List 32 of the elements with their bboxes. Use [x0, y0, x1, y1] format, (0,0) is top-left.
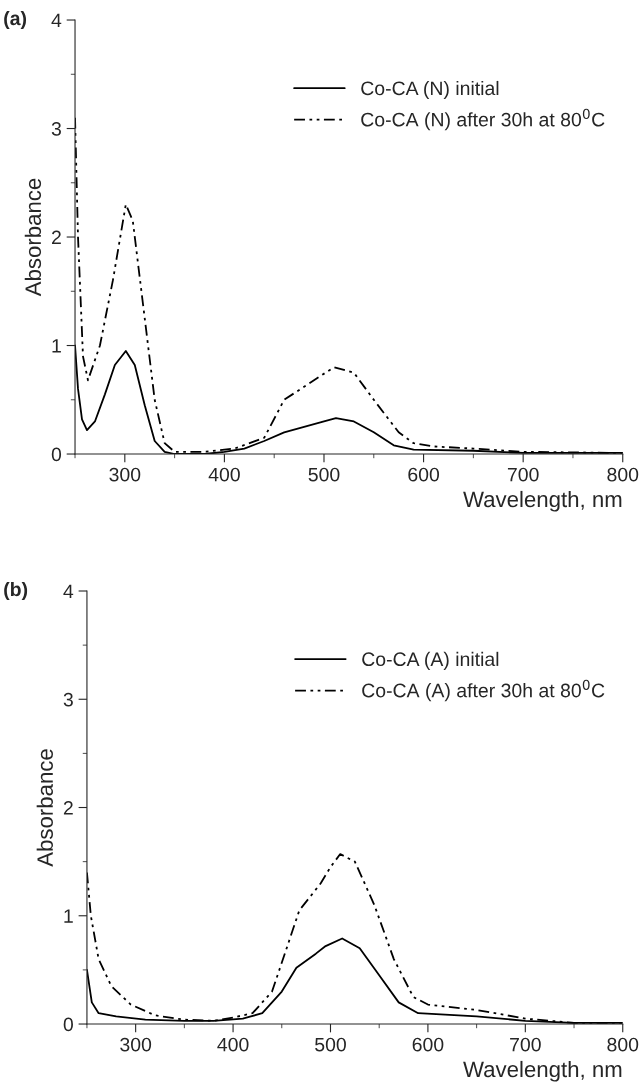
y-axis-title: Absorbance — [36, 749, 53, 867]
y-tick-label: 3 — [51, 121, 61, 136]
x-tick-label: 700 — [510, 1037, 541, 1052]
x-tick-label: 300 — [109, 467, 141, 482]
x-axis-title: Wavelength, nm — [463, 1060, 622, 1082]
y-tick-label: 4 — [51, 13, 62, 28]
y-tick-label: 2 — [63, 800, 73, 815]
y-tick-label: 4 — [63, 584, 74, 599]
x-tick-label: 500 — [308, 467, 340, 482]
x-tick-label: 600 — [412, 1037, 444, 1052]
x-tick-label: 400 — [208, 467, 240, 482]
y-tick-label: 1 — [52, 339, 61, 353]
y-tick-label: 2 — [52, 230, 61, 245]
y-tick-label: 3 — [63, 692, 73, 707]
x-axis-title: Wavelength, nm — [463, 490, 622, 512]
x-tick-label: 600 — [408, 467, 440, 482]
y-axis-title: Absorbance — [24, 178, 42, 297]
legend-label: Co-CA (N) initial — [361, 80, 499, 100]
y-tick-label: 0 — [51, 447, 62, 462]
x-tick-label: 300 — [120, 1037, 152, 1052]
x-tick-label: 800 — [607, 467, 639, 482]
legend-label: Co-CA (N) after 30h at 80$^{0}$C — [361, 108, 605, 131]
x-tick-label: 500 — [315, 1037, 346, 1052]
y-tick-label: 1 — [64, 909, 73, 923]
x-tick-label: 400 — [217, 1037, 249, 1052]
chart-title: (b) — [4, 581, 28, 601]
x-tick-label: 800 — [607, 1037, 639, 1052]
x-tick-label: 700 — [507, 467, 539, 482]
legend-label: Co-CA (A) initial — [362, 651, 499, 670]
chart-title: (a) — [4, 10, 27, 30]
legend-label: Co-CA (A) after 30h at 80$^{0}$C — [362, 679, 605, 702]
y-tick-label: 0 — [63, 1017, 73, 1032]
